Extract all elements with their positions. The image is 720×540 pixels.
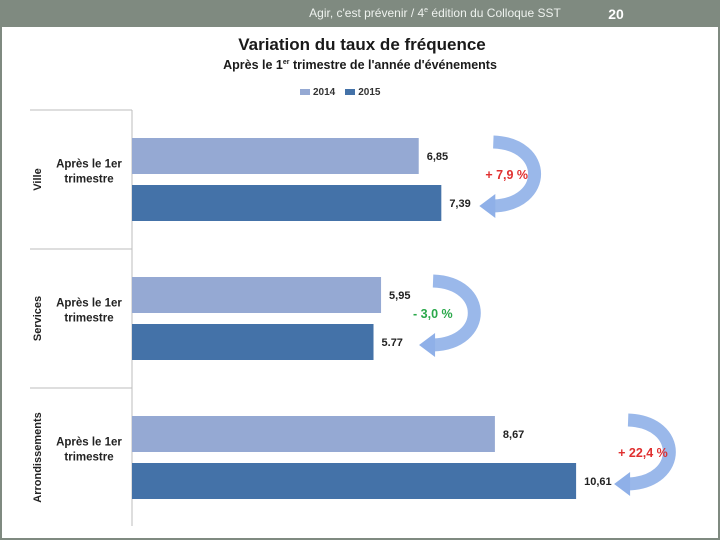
legend-label-2015: 2015 [358, 87, 381, 98]
data-label-services-2015: 5.77 [382, 337, 403, 349]
group-label-1: Services [32, 296, 44, 341]
subtitle-ordinal: er [282, 58, 290, 66]
chart-title: Variation du taux de fréquence [238, 35, 486, 54]
bar-services-2015 [132, 324, 374, 360]
legend-label-2014: 2014 [313, 87, 336, 98]
change-label-1: - 3,0 % [413, 307, 453, 321]
slide-header: Agir, c'est prévenir / 4e édition du Col… [300, 6, 570, 20]
category-label-1-line2: trimestre [64, 313, 113, 325]
bar-ville-2014 [132, 138, 419, 174]
legend-swatch-2015 [345, 89, 356, 96]
bar-ville-2015 [132, 185, 442, 221]
data-label-ville-2014: 6,85 [427, 151, 448, 163]
change-arrow-1 [432, 274, 481, 352]
group-label-2: Arrondissements [32, 412, 44, 502]
change-arrow-2 [627, 413, 676, 491]
category-label-0-line1: Après le 1er [56, 159, 122, 171]
legend-item-2014: 2014 [300, 87, 335, 98]
category-label-1-line1: Après le 1er [56, 298, 122, 310]
change-arrowhead-1 [419, 333, 436, 357]
category-label-2-line1: Après le 1er [56, 437, 122, 449]
group-label-0: Ville [32, 168, 44, 190]
page-number: 20 [608, 6, 624, 22]
category-label-0-line2: trimestre [64, 174, 113, 186]
data-label-services-2014: 5,95 [389, 290, 410, 302]
category-label-2-line2: trimestre [64, 452, 113, 464]
subtitle-text: Après le 1 [223, 58, 283, 72]
header-text: Agir, c'est prévenir / 4 [309, 6, 425, 20]
header-text-end: édition du Colloque SST [428, 6, 561, 20]
change-arrowhead-2 [614, 472, 631, 496]
legend-swatch-2014 [300, 89, 310, 96]
subtitle-text-end: trimestre de l'année d'événements [289, 58, 497, 72]
legend-item-2015: 2015 [345, 87, 381, 98]
change-arrow-0 [492, 135, 542, 213]
change-arrowhead-0 [479, 194, 496, 218]
data-label-arrondissements-2015: 10,61 [584, 476, 612, 488]
bar-services-2014 [132, 277, 382, 313]
change-label-2: + 22,4 % [618, 446, 668, 460]
data-label-arrondissements-2014: 8,67 [503, 429, 524, 441]
header-ordinal: e [424, 7, 429, 14]
data-label-ville-2015: 7,39 [449, 198, 470, 210]
chart-subtitle: Après le 1er trimestre de l'année d'évén… [190, 58, 530, 72]
change-label-0: + 7,9 % [485, 168, 528, 182]
bar-arrondissements-2014 [132, 416, 495, 452]
bar-arrondissements-2015 [132, 463, 577, 499]
chart-legend: 2014 2015 [300, 87, 381, 98]
